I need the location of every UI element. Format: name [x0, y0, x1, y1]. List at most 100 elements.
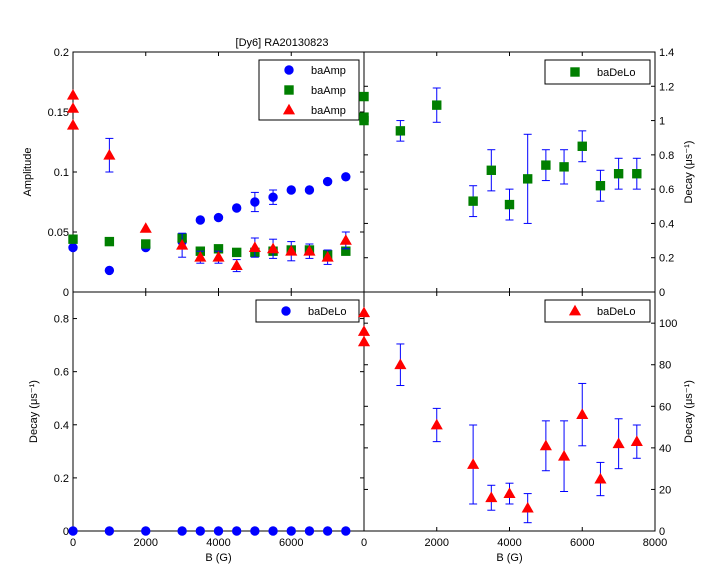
data-point [467, 458, 480, 469]
data-point [250, 197, 260, 207]
data-point [539, 439, 552, 451]
y-tick-label: 100 [659, 318, 677, 330]
data-point [68, 234, 78, 244]
data-point [66, 88, 80, 100]
y-tick-label: 60 [659, 401, 671, 413]
legend-box [544, 59, 651, 85]
data-point [632, 169, 642, 179]
y-tick-label: 0.6 [54, 367, 69, 379]
data-point [485, 491, 498, 503]
legend: baDeLo [544, 299, 651, 323]
data-point [230, 259, 243, 270]
data-point [339, 234, 352, 245]
data-point [359, 115, 369, 126]
y-tick-label: 0.8 [659, 150, 674, 162]
data-point [104, 236, 115, 247]
series-square [359, 87, 642, 224]
data-point [558, 449, 571, 461]
data-point [104, 526, 115, 536]
legend: baDeLo [544, 59, 651, 85]
y-tick-label: 0 [63, 526, 69, 538]
data-point [357, 335, 371, 347]
legend-label: baAmp [311, 105, 346, 117]
y-tick-label: 1 [659, 116, 665, 128]
legend-label: baDeLo [308, 306, 347, 318]
data-point [139, 222, 152, 233]
data-point [285, 244, 298, 256]
y-tick-label: 0.1 [54, 167, 69, 179]
data-point [503, 487, 516, 498]
y-tick-label: 0.2 [659, 253, 674, 265]
data-point [68, 242, 78, 253]
y-tick-label: 0.05 [48, 227, 69, 239]
data-point [177, 526, 187, 536]
data-point [268, 526, 278, 536]
data-point [213, 212, 224, 223]
legend-marker [568, 304, 582, 316]
panel-frame [72, 291, 365, 532]
data-point [594, 472, 607, 484]
x-tick-label: 6000 [570, 537, 594, 549]
y-tick-label: 40 [659, 443, 671, 455]
data-point [194, 250, 207, 262]
x-tick-label: 2000 [134, 537, 158, 549]
x-tick-label: 4000 [497, 537, 521, 549]
data-point [430, 418, 443, 430]
series-triangle [66, 88, 352, 273]
x-tick-label: 6000 [279, 537, 303, 549]
data-point [212, 250, 225, 262]
x-tick-label: 2000 [425, 537, 449, 549]
legend-marker [570, 67, 580, 77]
legend-box [544, 299, 651, 323]
legend: baDeLo [255, 299, 360, 323]
y-tick-label: 1.2 [659, 81, 674, 93]
legend-marker [281, 306, 291, 316]
data-point [267, 242, 280, 254]
data-point [521, 501, 534, 513]
y-tick-label: 0.2 [54, 47, 69, 59]
y-tick-label: 80 [659, 360, 671, 372]
data-point [486, 165, 497, 175]
data-point [304, 526, 315, 536]
data-point [432, 100, 442, 110]
series-circle [68, 526, 351, 536]
data-point [322, 526, 333, 536]
data-point [195, 526, 206, 536]
data-point [304, 185, 315, 195]
data-point [195, 215, 206, 225]
x-axis-label: B (G) [496, 552, 522, 564]
data-point [104, 265, 115, 276]
data-point [250, 526, 260, 536]
legend-label: baDeLo [597, 67, 636, 79]
data-point [630, 435, 643, 447]
y-tick-label: 0.15 [48, 107, 69, 119]
legend: baAmp baAmp baAmp [258, 59, 360, 121]
data-point [141, 239, 151, 249]
data-point [248, 241, 261, 252]
y-tick-label: 0.4 [54, 420, 69, 432]
y-tick-label: 0.8 [54, 314, 69, 326]
data-point [231, 247, 242, 258]
data-point [66, 118, 80, 130]
legend-label: baAmp [311, 85, 346, 97]
data-point [66, 102, 80, 113]
y-tick-label: 0.2 [54, 473, 69, 485]
legend-marker [282, 103, 296, 115]
y-tick-label: 0.6 [659, 184, 674, 196]
panel-top-left: 0 0.05 0.1 0.15 0.2 Amplitude baAmp baAmp baAmp [22, 47, 365, 299]
x-tick-label: 4000 [206, 537, 230, 549]
data-point [321, 250, 334, 262]
data-point [541, 160, 551, 170]
y-tick-label: 0.4 [659, 218, 674, 230]
data-point [357, 306, 371, 318]
x-tick-label: 8000 [643, 537, 667, 549]
data-point [231, 203, 242, 213]
data-point [341, 172, 351, 182]
data-point [303, 244, 316, 256]
legend-box [258, 59, 360, 121]
data-point [559, 162, 569, 172]
data-point [395, 126, 406, 136]
data-point [213, 526, 224, 536]
